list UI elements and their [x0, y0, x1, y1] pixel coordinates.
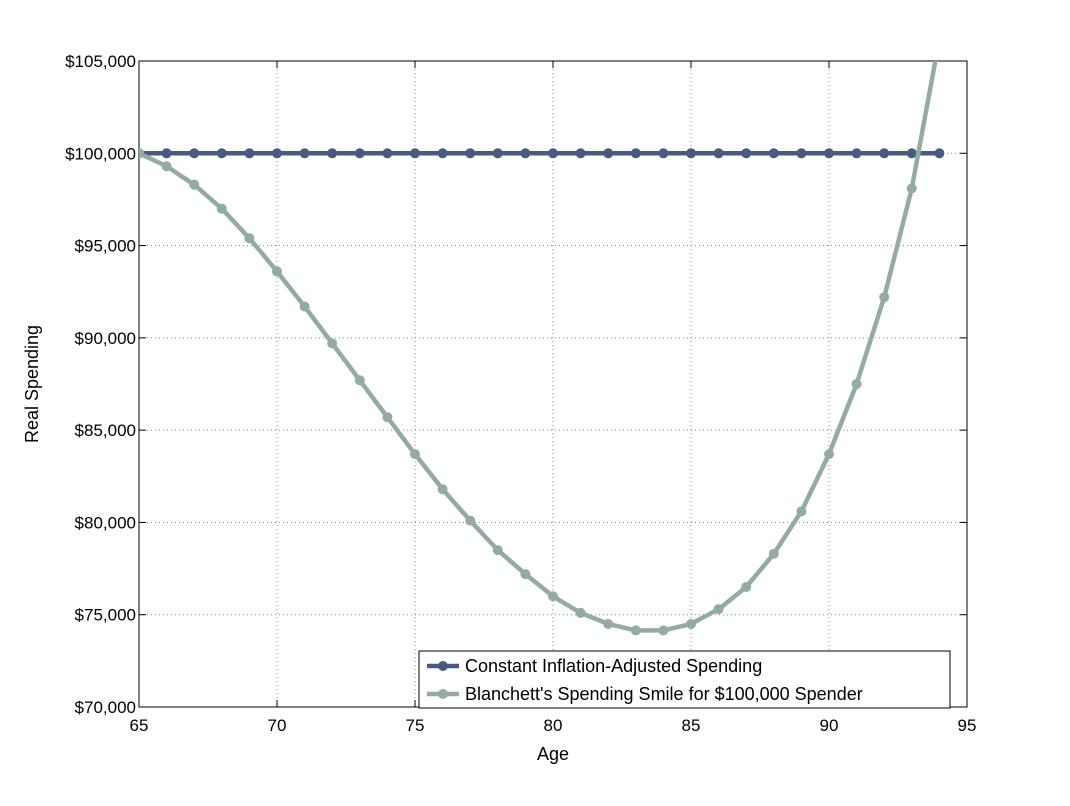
- data-point: [299, 301, 310, 312]
- data-point: [934, 34, 944, 44]
- data-point: [327, 338, 338, 349]
- y-tick-label: $80,000: [75, 513, 136, 532]
- data-point: [906, 148, 917, 159]
- data-point: [768, 148, 779, 159]
- series-line: [139, 61, 938, 633]
- data-point: [161, 148, 172, 159]
- y-tick-label: $100,000: [65, 144, 136, 163]
- data-point: [520, 569, 531, 580]
- data-point: [492, 148, 503, 159]
- data-point: [658, 625, 669, 636]
- series-1: [139, 148, 945, 159]
- data-point: [327, 148, 338, 159]
- data-point: [796, 148, 807, 159]
- data-point: [189, 179, 200, 190]
- data-point: [272, 148, 282, 159]
- x-tick-label: 75: [406, 716, 425, 735]
- data-point: [382, 412, 393, 423]
- y-tick-label: $95,000: [75, 237, 136, 256]
- data-point: [603, 618, 614, 629]
- x-tick-label: 85: [682, 716, 701, 735]
- data-point: [630, 148, 641, 159]
- data-point: [244, 233, 255, 244]
- data-point: [465, 515, 476, 526]
- data-point: [272, 266, 282, 277]
- data-point: [713, 604, 724, 615]
- data-point: [216, 148, 227, 159]
- data-point: [299, 148, 310, 159]
- data-point: [548, 148, 558, 159]
- y-tick-label: $75,000: [75, 606, 136, 625]
- data-point: [354, 375, 365, 386]
- data-point: [492, 545, 503, 556]
- x-tick-label: 90: [820, 716, 839, 735]
- data-point: [713, 148, 724, 159]
- data-point: [686, 618, 696, 629]
- tick-labels: 65 70 75 80 85 90 95 $70,000 $75,000 $80,000 $85,0…: [65, 52, 976, 735]
- x-tick-label: 80: [544, 716, 563, 735]
- data-point: [575, 607, 586, 618]
- data-point: [934, 148, 945, 159]
- data-point: [437, 484, 448, 495]
- data-point: [603, 148, 614, 159]
- data-point: [851, 379, 862, 389]
- data-point: [906, 183, 917, 194]
- data-point: [768, 548, 779, 559]
- data-point: [630, 625, 641, 636]
- legend-entry-label: Constant Inflation-Adjusted Spending: [465, 656, 762, 676]
- data-point: [851, 148, 862, 159]
- x-tick-label: 95: [958, 716, 977, 735]
- data-point: [410, 148, 420, 159]
- y-tick-label: $105,000: [65, 52, 136, 71]
- data-point: [879, 148, 890, 159]
- legend-swatch-marker: [438, 689, 448, 699]
- data-point: [741, 148, 752, 159]
- data-point: [879, 292, 890, 303]
- data-point: [189, 148, 200, 159]
- y-tick-label: $85,000: [75, 421, 136, 440]
- data-point: [658, 148, 669, 159]
- y-tick-label: $90,000: [75, 329, 136, 348]
- data-point: [216, 203, 227, 214]
- data-point: [161, 161, 172, 172]
- y-tick-label: $70,000: [75, 698, 136, 717]
- data-point: [741, 582, 752, 593]
- series: [139, 34, 945, 636]
- data-point: [824, 449, 834, 460]
- data-point: [139, 148, 144, 159]
- y-axis-title: Real Spending: [22, 325, 42, 443]
- legend-entry-label: Blanchett's Spending Smile for $100,000 …: [465, 684, 863, 704]
- x-axis-title: Age: [537, 744, 569, 764]
- legend-swatch-marker: [438, 661, 448, 671]
- series-2: [139, 34, 944, 636]
- data-point: [244, 148, 255, 159]
- x-tick-label: 65: [130, 716, 149, 735]
- legend: Constant Inflation-Adjusted Spending Blan…: [418, 650, 951, 709]
- data-point: [520, 148, 531, 159]
- data-point: [410, 449, 420, 460]
- data-point: [465, 148, 476, 159]
- data-point: [548, 591, 558, 602]
- data-point: [686, 148, 696, 159]
- x-tick-label: 70: [268, 716, 287, 735]
- data-point: [437, 148, 448, 159]
- data-point: [824, 148, 834, 159]
- data-point: [796, 506, 807, 517]
- data-point: [382, 148, 393, 159]
- data-point: [575, 148, 586, 159]
- legend-box: [418, 650, 951, 709]
- data-point: [354, 148, 365, 159]
